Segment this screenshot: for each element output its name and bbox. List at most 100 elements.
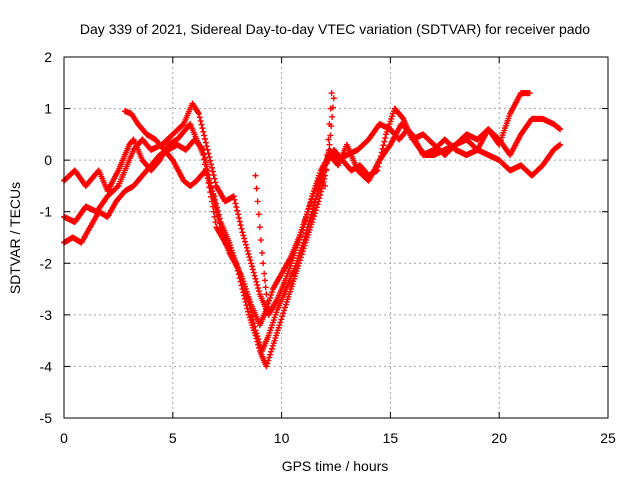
data-point (297, 254, 304, 261)
series-track-c (61, 121, 564, 354)
data-point (242, 238, 249, 245)
data-point (234, 267, 241, 274)
data-point (526, 90, 533, 97)
data-point (296, 257, 303, 264)
data-point (268, 291, 275, 298)
data-point (261, 270, 268, 277)
data-point (232, 200, 239, 207)
data-point (244, 247, 251, 254)
data-point (262, 284, 269, 291)
data-point (114, 183, 121, 190)
data-point (235, 211, 242, 218)
data-point (202, 155, 209, 162)
data-point (208, 164, 215, 171)
data-point (298, 251, 305, 258)
data-point (233, 204, 240, 211)
y-tick-label: 0 (44, 152, 52, 168)
data-point (245, 308, 252, 315)
data-point (249, 266, 256, 273)
data-point (300, 245, 307, 252)
data-point (268, 345, 275, 352)
data-point (195, 110, 202, 117)
data-point (234, 207, 241, 214)
data-point (313, 204, 320, 211)
plot-border (63, 56, 609, 419)
data-point (318, 185, 325, 192)
y-tick-label: 1 (44, 101, 52, 117)
data-point (242, 241, 249, 248)
data-point (322, 159, 329, 166)
data-point (310, 213, 317, 220)
data-point (247, 257, 254, 264)
grid (64, 57, 608, 418)
data-point (232, 260, 239, 267)
data-point (267, 351, 274, 358)
data-point (382, 134, 389, 141)
data-point (268, 348, 275, 355)
data-point (215, 211, 222, 218)
data-point (201, 150, 208, 157)
data-point (254, 198, 261, 205)
data-point (244, 305, 251, 312)
data-point (238, 225, 245, 232)
data-point (263, 363, 270, 370)
data-point (317, 177, 324, 184)
data-point (196, 114, 203, 121)
y-tick-label: 2 (44, 49, 52, 65)
data-point (265, 306, 272, 313)
data-point (325, 147, 332, 154)
data-point (330, 95, 337, 102)
data-point (210, 172, 217, 179)
y-axis-label: SDTVAR / TECUs (7, 182, 23, 294)
y-tick-label: -4 (40, 358, 53, 374)
data-point (296, 260, 303, 267)
data-point (236, 218, 243, 225)
data-point (242, 298, 249, 305)
data-point (199, 145, 206, 152)
data-point (254, 338, 261, 345)
y-tick-label: -2 (40, 255, 53, 271)
ticks (63, 56, 609, 419)
data-point (321, 175, 328, 182)
data-point (200, 128, 207, 135)
data-point (199, 125, 206, 132)
data-point (256, 224, 263, 231)
data-point (244, 294, 251, 301)
data-point (312, 207, 319, 214)
data-point (312, 196, 319, 203)
data-point (241, 295, 248, 302)
data-point (245, 251, 252, 258)
data-point (211, 175, 218, 182)
data-point (380, 142, 387, 149)
data-point (252, 172, 259, 179)
data-point (243, 291, 250, 298)
x-tick-label: 5 (169, 430, 177, 446)
data-point (323, 160, 330, 167)
data-point (327, 132, 334, 139)
data-point (318, 188, 325, 195)
data-point (235, 271, 242, 278)
data-point (212, 196, 219, 203)
data-point (259, 249, 266, 256)
data-point (252, 275, 259, 282)
data-point (202, 139, 209, 146)
data-point (239, 229, 246, 236)
data-point (212, 219, 219, 226)
data-point (311, 210, 318, 217)
data-point (261, 277, 268, 284)
x-axis-label: GPS time / hours (282, 458, 389, 474)
x-tick-label: 10 (274, 430, 290, 446)
data-point (208, 161, 215, 168)
data-point (278, 316, 285, 323)
data-point (235, 214, 242, 221)
data-point (265, 357, 272, 364)
data-point (264, 298, 271, 305)
data-point (197, 117, 204, 124)
y-tick-label: -3 (40, 307, 53, 323)
data-point (207, 157, 214, 164)
series-spike-2 (322, 90, 335, 189)
data-point (238, 282, 245, 289)
data-point (252, 332, 259, 339)
